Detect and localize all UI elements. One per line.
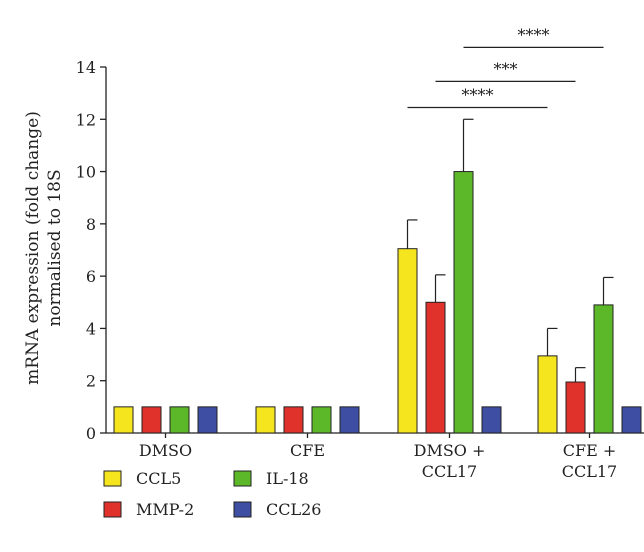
- y-tick-label: 10: [76, 163, 96, 182]
- bar-mmp-2: [565, 381, 586, 434]
- bar-ccl5: [537, 355, 558, 434]
- y-tick-label: 0: [86, 424, 96, 443]
- legend-swatch: [103, 470, 122, 487]
- y-tick-label: 6: [86, 267, 96, 286]
- legend-swatch: [233, 470, 252, 487]
- legend-label: CCL5: [136, 469, 181, 488]
- bar-il-18: [311, 406, 332, 434]
- bar-il-18: [593, 304, 614, 434]
- bar-mmp-2: [141, 406, 162, 434]
- bar-ccl26: [481, 406, 502, 434]
- y-tick-label: 2: [86, 372, 96, 391]
- x-category-label: CFE +: [563, 441, 617, 460]
- bar-il-18: [169, 406, 190, 434]
- legend-swatch: [103, 501, 122, 518]
- x-category-label: DMSO: [139, 441, 192, 460]
- y-axis-label-line: normalised to 18S: [45, 169, 65, 326]
- y-tick-label: 14: [76, 58, 96, 77]
- bar-ccl5: [397, 248, 418, 434]
- y-axis-label: mRNA expression (fold change) normalised …: [23, 111, 65, 385]
- bar-il-18: [453, 171, 474, 434]
- y-tick-label: 4: [86, 319, 96, 338]
- bar-ccl5: [255, 406, 276, 434]
- bar-mmp-2: [283, 406, 304, 434]
- significance-label: ****: [518, 25, 550, 44]
- significance-label: ****: [462, 86, 494, 105]
- x-category-label: DMSO +: [414, 441, 486, 460]
- x-category-label: CCL17: [562, 462, 617, 481]
- x-category-label: CCL17: [422, 462, 477, 481]
- significance-label: ***: [494, 59, 518, 78]
- bar-ccl5: [113, 406, 134, 434]
- bar-ccl26: [197, 406, 218, 434]
- legend-label: IL-18: [266, 469, 309, 488]
- bar-mmp-2: [425, 301, 446, 434]
- x-category-label: CFE: [290, 441, 325, 460]
- legend-label: MMP-2: [136, 500, 194, 519]
- y-tick-label: 8: [86, 215, 96, 234]
- y-axis-label-line: mRNA expression (fold change): [23, 111, 43, 385]
- bar-ccl26: [621, 406, 642, 434]
- y-tick-label: 12: [76, 110, 96, 129]
- legend-label: CCL26: [266, 500, 321, 519]
- bar-ccl26: [339, 406, 360, 434]
- legend-swatch: [233, 501, 252, 518]
